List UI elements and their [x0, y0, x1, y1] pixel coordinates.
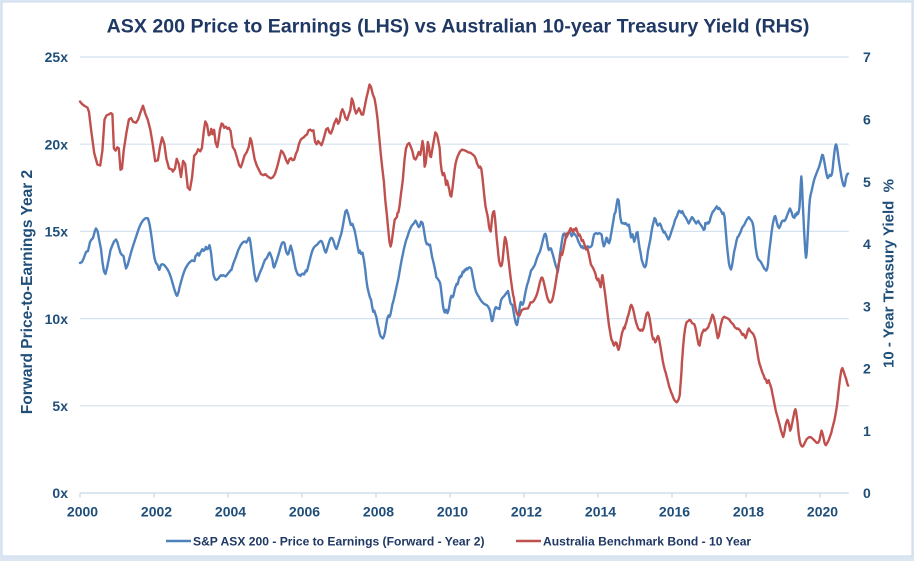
svg-text:7: 7 — [863, 49, 871, 65]
svg-text:3: 3 — [863, 298, 871, 314]
svg-text:2020: 2020 — [807, 504, 838, 520]
svg-text:2016: 2016 — [659, 504, 690, 520]
svg-text:2004: 2004 — [215, 504, 246, 520]
svg-text:5: 5 — [863, 174, 871, 190]
svg-text:2: 2 — [863, 361, 871, 377]
svg-text:5x: 5x — [52, 398, 68, 414]
svg-text:2014: 2014 — [585, 504, 616, 520]
svg-text:0: 0 — [863, 485, 871, 501]
svg-text:Australia Benchmark Bond - 10: Australia Benchmark Bond - 10 Year — [543, 535, 751, 549]
svg-text:2000: 2000 — [67, 504, 98, 520]
svg-text:15x: 15x — [45, 224, 69, 240]
svg-text:S&P ASX 200 - Price to Earning: S&P ASX 200 - Price to Earnings (Forward… — [193, 535, 484, 549]
svg-text:2002: 2002 — [141, 504, 172, 520]
svg-text:2006: 2006 — [289, 504, 320, 520]
svg-text:10x: 10x — [45, 311, 69, 327]
svg-text:2018: 2018 — [733, 504, 764, 520]
svg-text:ASX 200 Price to Earnings (LHS: ASX 200 Price to Earnings (LHS) vs Austr… — [107, 16, 810, 38]
svg-text:25x: 25x — [45, 49, 69, 65]
svg-text:2010: 2010 — [437, 504, 468, 520]
svg-text:1: 1 — [863, 423, 871, 439]
svg-text:10 - Year Treasury Yield %: 10 - Year Treasury Yield % — [881, 179, 898, 368]
svg-text:6: 6 — [863, 112, 871, 128]
svg-text:2012: 2012 — [511, 504, 542, 520]
svg-text:4: 4 — [863, 236, 871, 252]
svg-text:20x: 20x — [45, 136, 69, 152]
svg-text:2008: 2008 — [363, 504, 394, 520]
svg-text:0x: 0x — [52, 485, 68, 501]
svg-text:Forward Price-to-Earnings Year: Forward Price-to-Earnings Year 2 — [19, 170, 36, 414]
